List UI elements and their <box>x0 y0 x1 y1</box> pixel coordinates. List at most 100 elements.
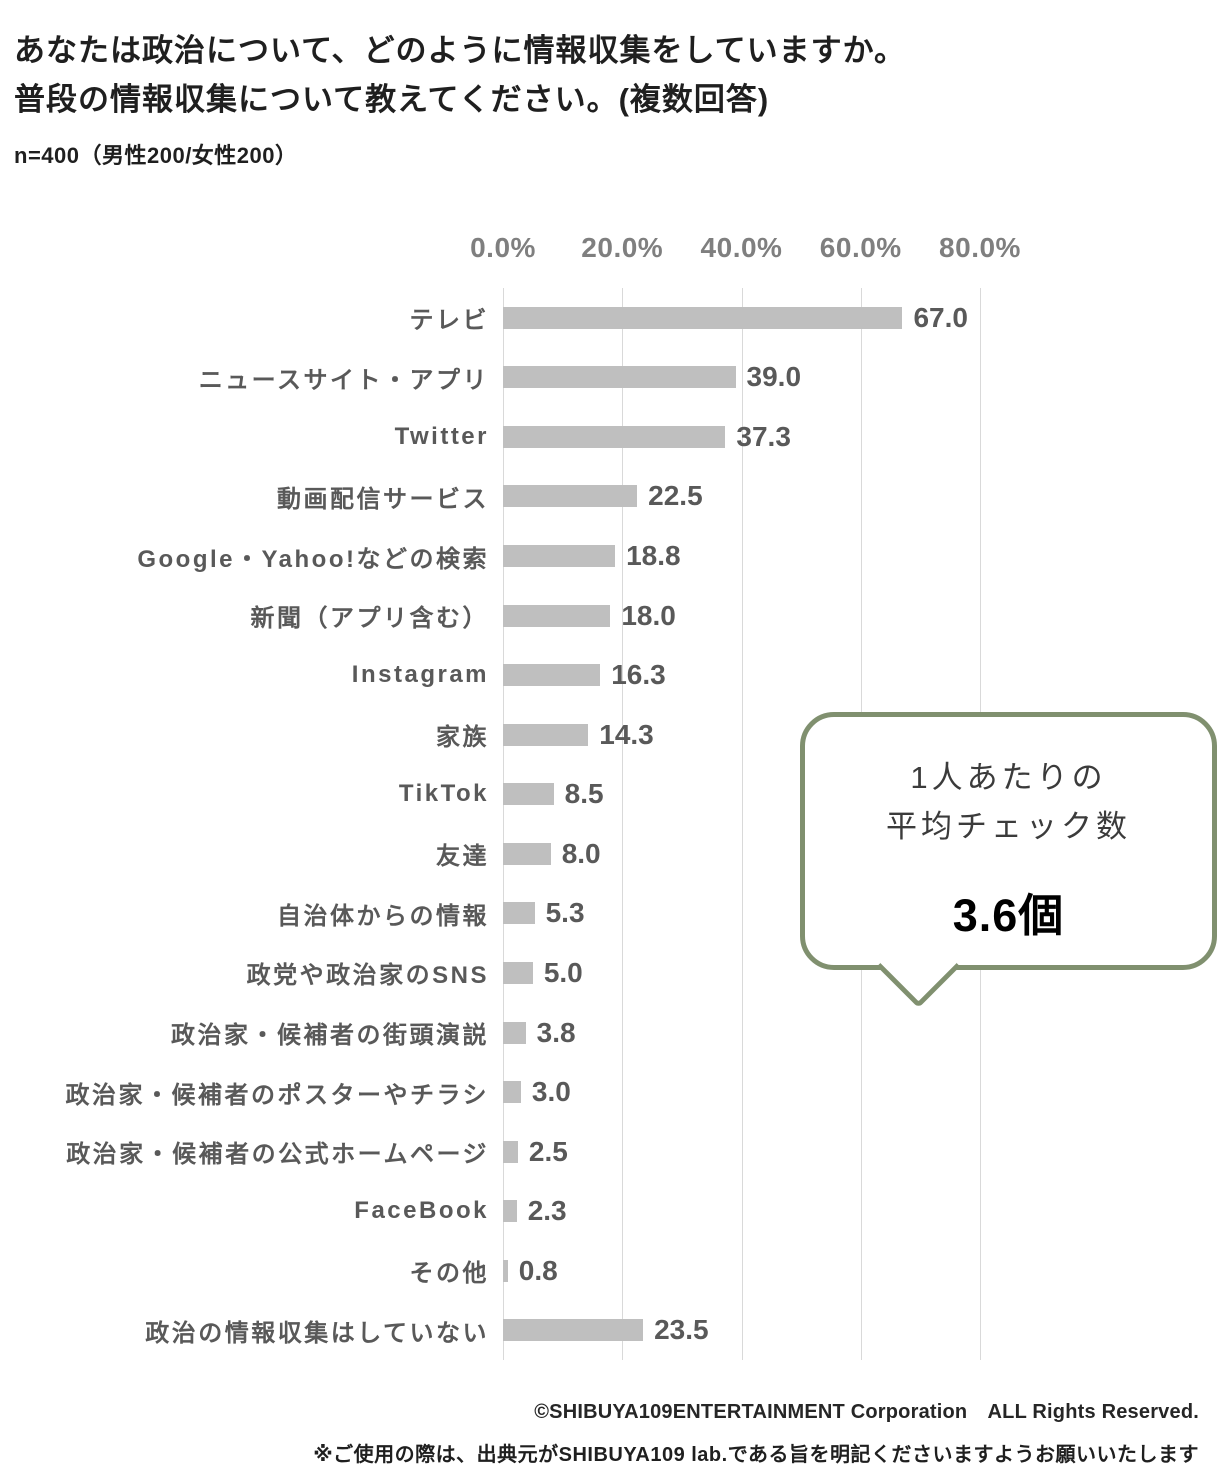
gridline <box>622 288 624 1360</box>
bar <box>503 1200 517 1223</box>
x-axis-tick: 40.0% <box>700 232 783 263</box>
bar-value-label: 5.3 <box>545 897 585 929</box>
chart-row: 動画配信サービス 22.5 <box>0 467 1229 527</box>
x-axis-tick: 80.0% <box>939 232 1021 263</box>
chart-row: 政治の情報収集はしていない 23.5 <box>0 1301 1229 1361</box>
x-axis-tick: 20.0% <box>581 232 664 263</box>
category-label: TikTok <box>398 780 489 808</box>
chart-row: 家族 14.3 <box>0 705 1229 765</box>
page-title-line1: あなたは政治について、どのように情報収集をしていますか。 <box>14 33 906 68</box>
chart-row: 新聞（アプリ含む） 18.0 <box>0 586 1229 646</box>
x-axis-tick: 60.0% <box>819 232 902 263</box>
bar-value-label: 8.0 <box>561 837 601 869</box>
bar-value-label: 16.3 <box>611 659 666 691</box>
category-label: Instagram <box>351 661 489 689</box>
bar-value-label: 0.8 <box>518 1254 558 1286</box>
bar-track: 8.0 <box>503 838 980 869</box>
bar-value-label: 23.5 <box>654 1314 709 1346</box>
chart-row: Twitter 37.3 <box>0 407 1229 467</box>
bar-track: 37.3 <box>503 421 980 452</box>
bar-track: 39.0 <box>503 361 980 392</box>
category-label: Google・Yahoo!などの検索 <box>137 545 489 573</box>
chart-row: 政治家・候補者の公式ホームページ 2.5 <box>0 1122 1229 1182</box>
category-label: 政治家・候補者のポスターやチラシ <box>65 1081 489 1109</box>
bar-value-label: 2.5 <box>528 1135 568 1167</box>
bar <box>503 1140 518 1163</box>
category-label: 動画配信サービス <box>277 485 489 513</box>
bar <box>503 366 736 389</box>
bar <box>503 961 533 984</box>
bar <box>503 1021 526 1044</box>
bar-track: 2.3 <box>503 1195 980 1226</box>
bar-value-label: 3.0 <box>531 1076 571 1108</box>
x-axis-tick: 0.0% <box>470 232 536 263</box>
x-axis-ticks: 0.0% 20.0% 40.0% 60.0% 80.0% <box>470 232 1020 268</box>
sample-size-note: n=400（男性200/女性200） <box>14 143 298 168</box>
bar <box>503 306 903 329</box>
bar <box>503 485 638 508</box>
chart-row: FaceBook 2.3 <box>0 1181 1229 1241</box>
page-title: あなたは政治について、どのように情報収集をしていますか。 普段の情報収集について… <box>14 26 906 124</box>
bar-value-label: 3.8 <box>536 1016 576 1048</box>
category-label: その他 <box>409 1260 489 1288</box>
bar-track: 3.0 <box>503 1076 980 1107</box>
chart-rows: テレビ 67.0 ニュースサイト・アプリ 39.0 Twitter 37.3 動画配信サービ… <box>0 288 1229 1360</box>
category-label: 政治家・候補者の公式ホームページ <box>66 1141 489 1169</box>
chart-row: 政党や政治家のSNS 5.0 <box>0 943 1229 1003</box>
bar <box>503 723 589 746</box>
bar <box>503 1259 508 1282</box>
bar-track: 5.3 <box>503 897 980 928</box>
bar <box>503 1319 644 1342</box>
bar <box>503 664 601 687</box>
footer: ©SHIBUYA109ENTERTAINMENT Corporation ALL… <box>313 1395 1199 1467</box>
bar-value-label: 8.5 <box>564 778 604 810</box>
usage-note: ※ご使用の際は、出典元がSHIBUYA109 lab.である旨を明記くださいます… <box>313 1444 1199 1466</box>
bar-track: 16.3 <box>503 659 980 690</box>
bar-track: 18.0 <box>503 600 980 631</box>
bar-chart: 0.0% 20.0% 40.0% 60.0% 80.0% テレビ 67.0 ニュースサイト・… <box>0 232 1229 1360</box>
bar-value-label: 22.5 <box>648 480 703 512</box>
bar <box>503 425 726 448</box>
bar-track: 0.8 <box>503 1255 980 1286</box>
gridline <box>741 288 743 1360</box>
bar <box>503 902 535 925</box>
page-title-line2: 普段の情報収集について教えてください。(複数回答) <box>14 82 770 117</box>
bar-track: 22.5 <box>503 480 980 511</box>
bar-track: 2.5 <box>503 1136 980 1167</box>
bar <box>503 604 611 627</box>
bar-value-label: 14.3 <box>599 718 654 750</box>
category-label: 新聞（アプリ含む） <box>250 605 489 633</box>
bar-track: 14.3 <box>503 719 980 750</box>
category-label: 政治家・候補者の街頭演説 <box>171 1022 489 1050</box>
category-label: 家族 <box>436 724 489 752</box>
category-label: 政党や政治家のSNS <box>246 962 489 990</box>
category-label: ニュースサイト・アプリ <box>198 366 489 394</box>
category-label: Twitter <box>394 422 489 450</box>
bar-track: 8.5 <box>503 778 980 809</box>
bar-value-label: 5.0 <box>543 956 583 988</box>
chart-row: その他 0.8 <box>0 1241 1229 1301</box>
category-label: 友達 <box>436 843 489 871</box>
bar <box>503 1081 521 1104</box>
bar <box>503 783 554 806</box>
bar <box>503 842 551 865</box>
chart-row: 友達 8.0 <box>0 824 1229 884</box>
bar-value-label: 18.0 <box>621 599 676 631</box>
bar-value-label: 18.8 <box>626 540 681 572</box>
chart-row: 政治家・候補者のポスターやチラシ 3.0 <box>0 1062 1229 1122</box>
category-label: 政治の情報収集はしていない <box>145 1319 489 1347</box>
bar-track: 5.0 <box>503 957 980 988</box>
category-label: テレビ <box>409 307 489 335</box>
category-label: FaceBook <box>354 1197 489 1225</box>
bar-value-label: 67.0 <box>913 301 968 333</box>
chart-row: ニュースサイト・アプリ 39.0 <box>0 348 1229 408</box>
chart-row: テレビ 67.0 <box>0 288 1229 348</box>
bar-track: 18.8 <box>503 540 980 571</box>
chart-row: Instagram 16.3 <box>0 645 1229 705</box>
bar-value-label: 39.0 <box>746 361 802 393</box>
callout-heading: 1人あたりの 平均チェック数 <box>805 753 1212 851</box>
gridline <box>503 288 504 1360</box>
callout-heading-line2: 平均チェック数 <box>886 809 1131 844</box>
bar-value-label: 2.3 <box>527 1195 567 1227</box>
